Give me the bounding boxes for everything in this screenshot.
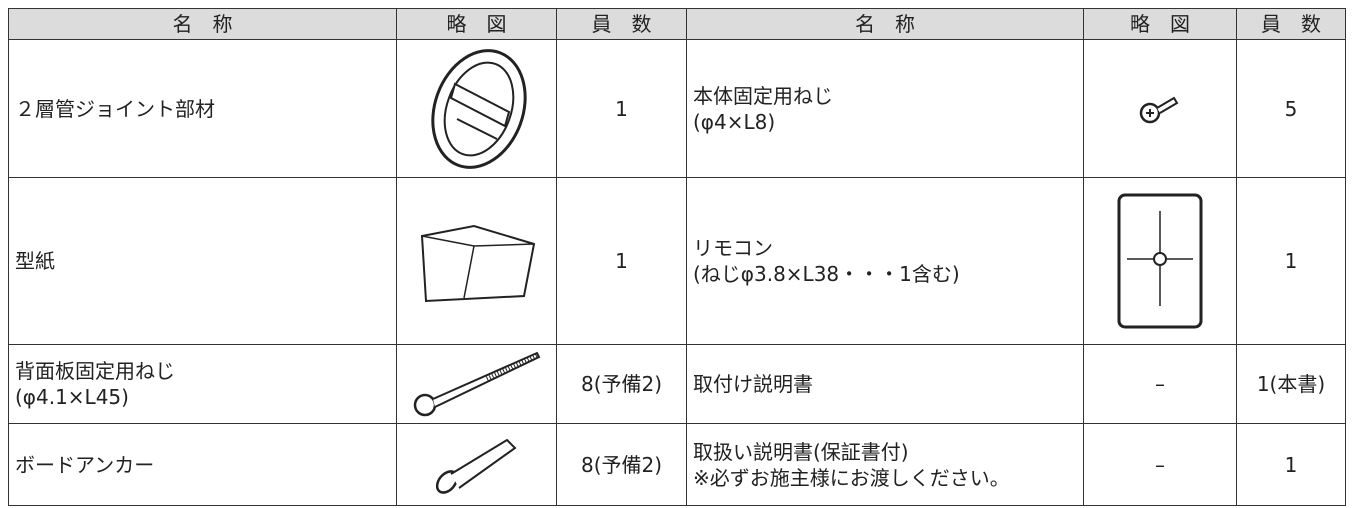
name: 型紙	[15, 249, 55, 273]
figure-cell	[396, 344, 557, 424]
name: (φ4.1×L45)	[15, 385, 129, 409]
name: 取扱い説明書(保証書付)	[693, 439, 909, 464]
figure-cell: –	[1083, 344, 1237, 424]
header-cell: 名 称	[686, 8, 1084, 40]
long-screw-illustration	[413, 351, 540, 416]
count-cell: 1	[1236, 177, 1346, 345]
joint-illustration	[430, 48, 527, 169]
count-cell: 8(予備2)	[556, 423, 687, 506]
count-cell: 1	[556, 177, 687, 345]
row: ボードアンカー 8(予備2) 取扱い説明書(保証書付) ※必ずお施主様にお渡しくだ…	[8, 423, 1346, 506]
remote-illustration	[1117, 193, 1203, 329]
name: 本体固定用ねじ	[693, 83, 833, 108]
name: (ねじφ3.8×L38・・・1含む)	[693, 262, 960, 286]
name-cell: リモコン (ねじφ3.8×L38・・・1含む)	[686, 177, 1084, 345]
count-cell: 1	[1236, 423, 1346, 506]
row: 型紙 1 リモコン (ねじφ3.8×L38・・・1含む) 1	[8, 177, 1346, 345]
name-cell: ２層管ジョイント部材	[8, 39, 397, 178]
name-cell: 背面板固定用ねじ (φ4.1×L45)	[8, 344, 397, 424]
count-cell: 8(予備2)	[556, 344, 687, 424]
header-cell: 員 数	[1236, 8, 1346, 40]
row: ２層管ジョイント部材 1 本体固定用ねじ (φ4×L8) 5	[8, 39, 1346, 178]
figure-cell: –	[1083, 423, 1237, 506]
figure-cell	[1083, 177, 1237, 345]
header-cell: 略 図	[396, 8, 557, 40]
name: 取付け説明書	[693, 372, 813, 396]
header-cell: 名 称	[8, 8, 397, 40]
parts-table: 名 称 略 図 員 数 名 称 略 図 員 数 ２層管ジョイント部材 1 本体固…	[8, 8, 1346, 506]
row: 背面板固定用ねじ (φ4.1×L45) 8(予備2) 取付け説明書 – 1(本書)	[8, 344, 1346, 424]
figure-cell	[396, 39, 557, 178]
name: ２層管ジョイント部材	[15, 96, 215, 121]
header-row: 名 称 略 図 員 数 名 称 略 図 員 数	[8, 8, 1346, 40]
count-cell: 1	[556, 39, 687, 178]
figure-cell	[396, 177, 557, 345]
name-cell: 型紙	[8, 177, 397, 345]
figure-cell	[1083, 39, 1237, 178]
count-cell: 1(本書)	[1236, 344, 1346, 424]
template-illustration	[420, 224, 535, 303]
name: リモコン	[693, 236, 773, 260]
anchor-illustration	[435, 438, 517, 494]
count-cell: 5	[1236, 39, 1346, 178]
name: 背面板固定用ねじ	[15, 359, 175, 383]
header-cell: 員 数	[556, 8, 687, 40]
name-cell: ボードアンカー	[8, 423, 397, 506]
name: ※必ずお施主様にお渡しください。	[693, 465, 1010, 490]
screw-illustration	[1139, 96, 1179, 123]
name-cell: 取付け説明書	[686, 344, 1084, 424]
header-cell: 略 図	[1083, 8, 1237, 40]
name-cell: 取扱い説明書(保証書付) ※必ずお施主様にお渡しください。	[686, 423, 1084, 506]
name: (φ4×L8)	[693, 109, 776, 134]
name: ボードアンカー	[15, 452, 155, 477]
figure-cell	[396, 423, 557, 506]
name-cell: 本体固定用ねじ (φ4×L8)	[686, 39, 1084, 178]
